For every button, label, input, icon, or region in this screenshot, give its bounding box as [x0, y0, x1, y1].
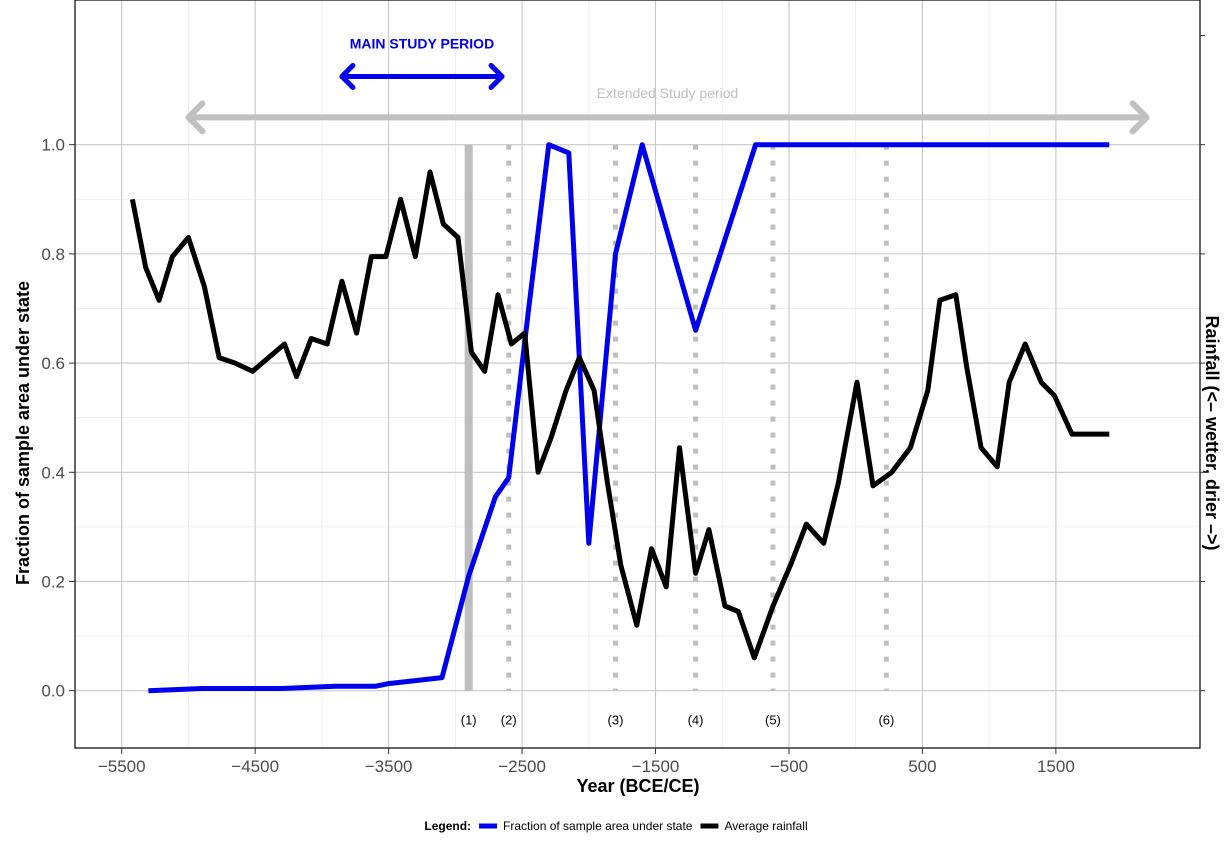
y-tick-label: 0.4	[41, 463, 65, 482]
annotations: Extended Study period MAIN STUDY PERIOD	[185, 36, 1150, 135]
y-tick-label: 0.2	[41, 572, 65, 591]
extended-study-arrow-head-right	[1129, 100, 1150, 135]
x-tick-label: 1500	[1037, 757, 1075, 776]
main-study-arrow-head-right	[488, 62, 505, 90]
extended-study-label: Extended Study period	[597, 85, 739, 101]
event-label: (5)	[765, 713, 781, 728]
main-study-label: MAIN STUDY PERIOD	[350, 36, 494, 52]
y-tick-label: 1.0	[41, 136, 65, 155]
y-tick-label: 0.0	[41, 682, 65, 701]
event-label: (1)	[461, 713, 477, 728]
legend: Legend: Fraction of sample area under sta…	[424, 819, 807, 833]
y-axis-title: Fraction of sample area under state	[13, 281, 33, 585]
axis-ticks: −5500 −4500 −3500 −2500 −1500 −500 500 1500 0.0 0…	[41, 34, 1205, 776]
extended-study-arrow-head-left	[185, 100, 206, 135]
y2-axis-title: Rainfall (<– wetter, drier –>)	[1202, 315, 1222, 550]
x-tick-label: −1500	[632, 757, 680, 776]
y-tick-label: 0.8	[41, 245, 65, 264]
y-tick-label: 0.6	[41, 354, 65, 373]
main-study-arrow-head-left	[339, 62, 356, 90]
x-tick-label: 500	[908, 757, 936, 776]
legend-label: Fraction of sample area under state	[503, 819, 693, 833]
plot-border	[74, 0, 1201, 749]
event-label: (3)	[608, 713, 624, 728]
series-line-rainfall	[129, 169, 1110, 661]
x-tick-label: −500	[770, 757, 808, 776]
x-axis-title: Year (BCE/CE)	[576, 776, 699, 796]
legend-label: Average rainfall	[724, 819, 807, 833]
event-label: (6)	[878, 713, 894, 728]
series-line-state-area	[148, 142, 1110, 694]
legend-title: Legend:	[424, 819, 471, 833]
event-label: (2)	[501, 713, 517, 728]
event-label: (4)	[688, 713, 704, 728]
event-lines: (1) (2) (3) (4) (5) (6)	[461, 144, 894, 728]
extended-study-arrow	[185, 100, 1150, 135]
x-tick-label: −3500	[365, 757, 413, 776]
x-tick-label: −4500	[231, 757, 279, 776]
series-lines	[129, 142, 1110, 694]
x-tick-label: −2500	[498, 757, 546, 776]
x-tick-label: −5500	[98, 757, 146, 776]
main-study-arrow	[339, 62, 505, 90]
